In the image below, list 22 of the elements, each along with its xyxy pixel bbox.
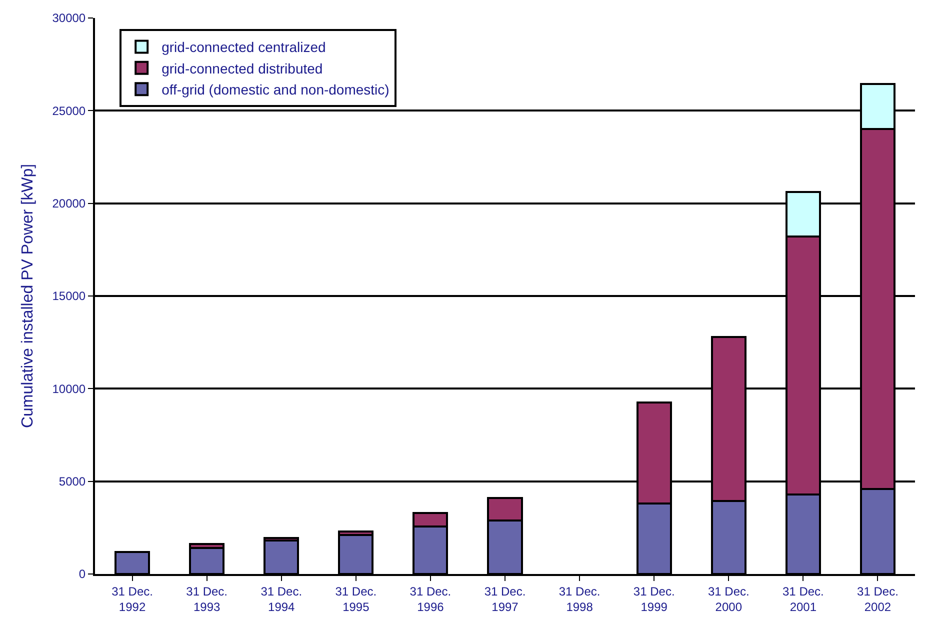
x-tick-label: 31 Dec. 2002 xyxy=(857,584,898,614)
x-tick-label: 31 Dec. 1994 xyxy=(260,584,302,614)
x-tick-label: 31 Dec. 1992 xyxy=(112,584,153,614)
x-tick-label: 31 Dec. 1999 xyxy=(633,584,675,614)
legend-label: grid-connected distributed xyxy=(162,60,323,76)
x-tick-label: 31 Dec. 1995 xyxy=(335,584,377,614)
x-tick-label: 31 Dec. 2001 xyxy=(782,584,824,614)
x-tick-label: 31 Dec. 1993 xyxy=(186,584,228,614)
y-tick-label: 15000 xyxy=(52,289,86,304)
legend-label: grid-connected centralized xyxy=(162,39,326,56)
y-tick-label: 20000 xyxy=(52,196,86,211)
y-tick-label: 0 xyxy=(78,567,86,582)
y-tick-label: 30000 xyxy=(52,11,86,26)
y-tick-label: 10000 xyxy=(52,382,86,396)
x-tick-label: 31 Dec. 2000 xyxy=(708,584,750,614)
x-tick-label: 31 Dec. 1997 xyxy=(484,584,526,614)
y-axis-title: Cumulative installed PV Power [kWp] xyxy=(20,164,37,428)
legend-label: off-grid (domestic and non-domestic) xyxy=(162,82,390,98)
x-tick-label: 31 Dec. 1996 xyxy=(410,584,452,614)
y-tick-label: 25000 xyxy=(52,104,86,118)
x-tick-label: 31 Dec. 1998 xyxy=(558,584,600,614)
y-tick-label: 5000 xyxy=(58,474,86,489)
